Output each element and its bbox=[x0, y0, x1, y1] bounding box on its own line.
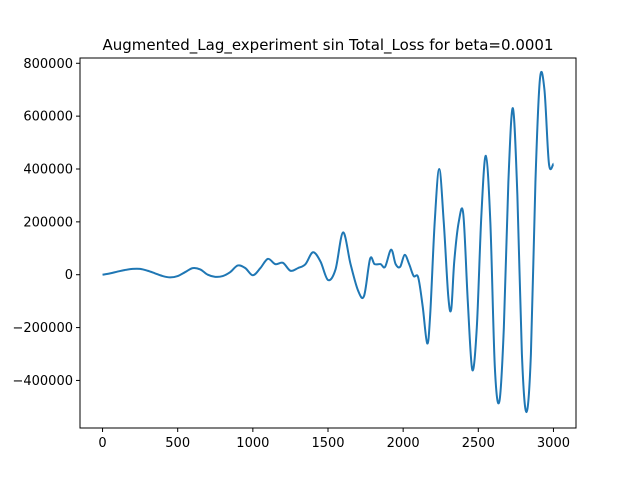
y-tick-label: 400000 bbox=[23, 163, 73, 178]
x-tick-label: 1000 bbox=[236, 436, 269, 451]
chart-title: Augmented_Lag_experiment sin Total_Loss … bbox=[103, 36, 554, 55]
y-tick-label: −200000 bbox=[12, 321, 73, 336]
y-tick-label: 800000 bbox=[23, 57, 73, 72]
plot-area bbox=[102, 70, 555, 414]
y-tick-label: 0 bbox=[65, 268, 73, 283]
axes-frame bbox=[79, 57, 577, 429]
y-axis: −400000 −200000 0 200000 400000 600000 800000 bbox=[12, 57, 80, 389]
x-tick-label: 0 bbox=[98, 436, 106, 451]
y-tick-label: −400000 bbox=[12, 374, 73, 389]
x-axis: 0 500 1000 1500 2000 2500 3000 bbox=[98, 428, 570, 451]
x-tick-label: 2500 bbox=[462, 436, 495, 451]
series-line bbox=[102, 70, 555, 414]
x-tick-label: 500 bbox=[165, 436, 190, 451]
y-tick-label: 200000 bbox=[23, 215, 73, 230]
y-tick-label: 600000 bbox=[23, 110, 73, 125]
x-tick-label: 1500 bbox=[311, 436, 344, 451]
x-tick-label: 3000 bbox=[537, 436, 570, 451]
x-tick-label: 2000 bbox=[387, 436, 420, 451]
